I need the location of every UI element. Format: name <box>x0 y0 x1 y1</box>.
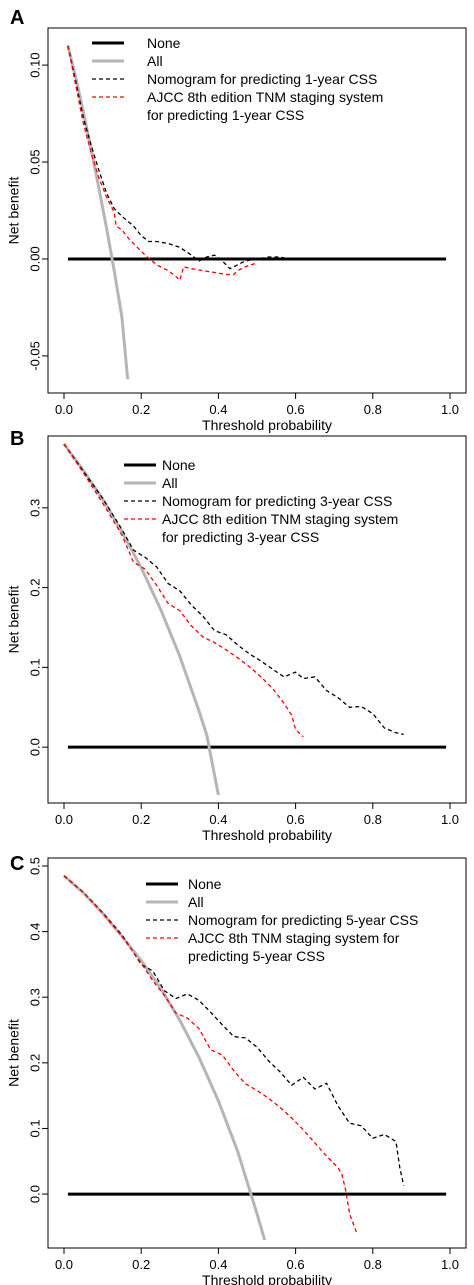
panel-a-label: A <box>10 7 24 29</box>
panel-b-legend-label-2: Nomogram for predicting 3-year CSS <box>162 493 392 509</box>
panel-b-y-tick-label: 0.3 <box>27 499 42 517</box>
panel-c-x-tick-label: 1.0 <box>441 1257 459 1272</box>
panel-a-y-tick-label: -0.05 <box>27 341 42 371</box>
panel-c-y-tick-label: 0.1 <box>27 1119 42 1137</box>
panel-c-series-line-3 <box>63 875 359 1236</box>
panel-c-label: C <box>10 853 24 875</box>
panel-b-x-tick-label: 0.0 <box>55 812 73 827</box>
panel-a-legend-label-3: AJCC 8th edition TNM staging system for p… <box>147 89 383 123</box>
panel-b-x-tick-label: 0.8 <box>364 812 382 827</box>
panel-b-plot-frame <box>47 435 467 804</box>
panel-a-x-tick-label: 0.8 <box>364 402 382 417</box>
panel-a-y-tick-label: 0.05 <box>27 149 42 174</box>
panel-b-y-tick-label: 0.2 <box>27 579 42 597</box>
panel-c-y-tick-label: 0.5 <box>27 857 42 875</box>
panel-c-series-line-2 <box>63 875 405 1186</box>
panel-c-x-tick-label: 0.6 <box>287 1257 305 1272</box>
panel-c-x-tick-label: 0.4 <box>209 1257 227 1272</box>
panel-a-x-tick-label: 0.6 <box>287 402 305 417</box>
panel-c-y-axis-title: Net benefit <box>6 1019 22 1087</box>
panel-b-x-tick-label: 0.4 <box>209 812 227 827</box>
panel-a-x-axis-title: Threshold probability <box>202 417 332 433</box>
panel-b-y-tick-label: 0.1 <box>27 658 42 676</box>
panel-b-x-tick-label: 0.6 <box>287 812 305 827</box>
panel-a-series-line-1 <box>66 45 130 380</box>
panel-c-x-tick-label: 0.0 <box>55 1257 73 1272</box>
panel-c-y-tick-label: 0.4 <box>27 923 42 941</box>
panel-a-y-tick-label: 0.10 <box>27 52 42 77</box>
panel-b-label: B <box>10 428 24 450</box>
panel-b-x-tick-label: 1.0 <box>441 812 459 827</box>
panel-a-x-tick-label: 0.2 <box>132 402 150 417</box>
panel-a-y-tick-label: 0.00 <box>27 246 42 271</box>
panel-c-legend-label-2: Nomogram for predicting 5-year CSS <box>188 912 418 928</box>
panel-a-legend-label-2: Nomogram for predicting 1-year CSS <box>147 71 377 87</box>
panel-b-legend-label-3: AJCC 8th edition TNM staging system for p… <box>162 511 398 545</box>
panel-a-plot-frame <box>47 27 467 394</box>
panel-a-series-line-2 <box>67 45 304 270</box>
panel-c-x-axis-title: Threshold probability <box>202 1272 332 1285</box>
panel-b-y-tick-label: 0.0 <box>27 738 42 756</box>
panel-a-legend-label-1: All <box>147 53 163 69</box>
panel-c-plot-frame <box>47 857 467 1249</box>
panel-c-y-tick-label: 0.2 <box>27 1054 42 1072</box>
panel-a-x-tick-label: 0.0 <box>55 402 73 417</box>
panel-a-y-axis-title: Net benefit <box>6 177 22 245</box>
panel-a-legend-label-0: None <box>147 35 181 51</box>
panel-a-x-tick-label: 0.4 <box>209 402 227 417</box>
panel-b-x-tick-label: 0.2 <box>132 812 150 827</box>
panel-b-legend-label-1: All <box>162 475 178 491</box>
panel-b-series-line-2 <box>63 443 404 736</box>
panel-b-y-axis-title: Net benefit <box>6 586 22 654</box>
panel-b-x-axis-title: Threshold probability <box>202 827 332 843</box>
panel-a-x-tick-label: 1.0 <box>441 402 459 417</box>
panel-b-legend-label-0: None <box>162 457 196 473</box>
panel-c-y-tick-label: 0.0 <box>27 1185 42 1203</box>
panel-c-y-tick-label: 0.3 <box>27 988 42 1006</box>
panel-b-series-line-3 <box>63 443 304 738</box>
panel-c-legend-label-0: None <box>188 876 222 892</box>
panel-c-x-tick-label: 0.2 <box>132 1257 150 1272</box>
panel-c-legend-label-3: AJCC 8th TNM staging system for predictin… <box>188 930 400 964</box>
panel-a-series-line-3 <box>67 45 258 281</box>
panel-c-x-tick-label: 0.8 <box>364 1257 382 1272</box>
panel-c-legend-label-1: All <box>188 894 204 910</box>
